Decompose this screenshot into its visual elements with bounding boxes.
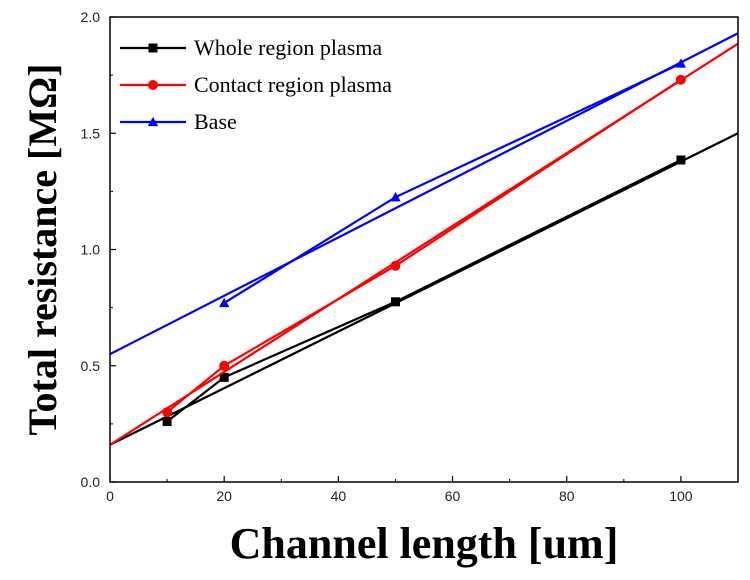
data-point [162, 417, 172, 427]
data-point [676, 155, 686, 165]
series-1 [109, 42, 739, 446]
data-point [162, 407, 173, 418]
data-point [675, 58, 687, 68]
legend-item: Whole region plasma [120, 35, 382, 60]
legend-marker [148, 80, 158, 90]
y-tick-label: 1.5 [81, 125, 101, 141]
y-axis-title: Total resistance [MΩ] [20, 64, 65, 436]
x-axis-title: Channel length [um] [230, 519, 619, 568]
x-tick-label: 60 [445, 488, 461, 504]
data-point [390, 192, 401, 202]
y-tick-label: 0.0 [81, 474, 101, 490]
x-tick-label: 100 [669, 488, 693, 504]
data-point [219, 372, 229, 382]
series-fit-line [109, 132, 739, 446]
legend-item: Base [120, 109, 237, 134]
x-tick-label: 40 [331, 488, 347, 504]
axis-ticks: 0 20 40 60 80 100 0.0 0.5 1.0 1.5 2.0 [81, 9, 693, 504]
series-0 [109, 132, 739, 446]
legend-item: Contact region plasma [120, 72, 392, 97]
data-point [675, 74, 686, 85]
series-2 [109, 32, 739, 356]
x-tick-label: 20 [216, 488, 232, 504]
legend-label: Base [194, 109, 237, 134]
series-data-line [166, 78, 682, 414]
series-data-line [166, 159, 682, 423]
x-tick-label: 0 [106, 488, 114, 504]
series-data-line [223, 62, 682, 304]
y-tick-label: 2.0 [81, 9, 101, 25]
legend-label: Whole region plasma [194, 35, 382, 60]
data-point [219, 360, 230, 371]
data-point [390, 297, 400, 307]
y-tick-label: 1.0 [81, 242, 101, 258]
legend-label: Contact region plasma [194, 72, 392, 97]
x-tick-label: 80 [559, 488, 575, 504]
data-point [219, 297, 230, 308]
plot-marks [109, 32, 739, 446]
legend: Whole region plasma Contact region plasma… [120, 35, 392, 134]
legend-marker [148, 43, 158, 53]
legend-marker [147, 116, 159, 127]
y-tick-label: 0.5 [81, 358, 101, 374]
data-point [390, 260, 401, 271]
